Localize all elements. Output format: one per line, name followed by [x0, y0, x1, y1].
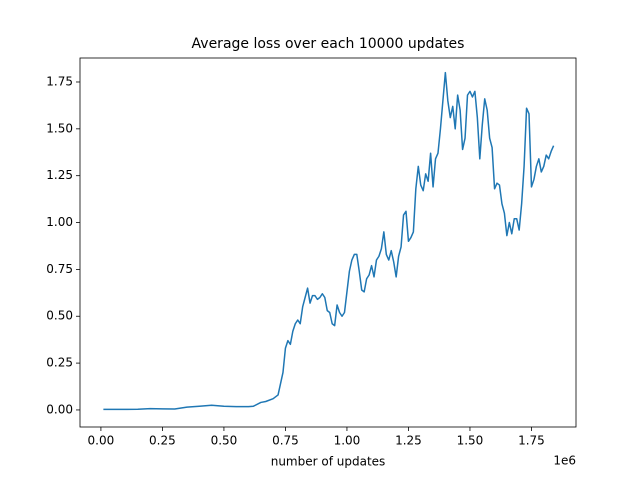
- y-tick-label: 1.75: [46, 74, 73, 88]
- x-tick-label: 1.00: [334, 434, 361, 448]
- y-tick-label: 1.00: [46, 215, 73, 229]
- x-axis-label: number of updates: [271, 455, 386, 469]
- y-tick-label: 0.25: [46, 356, 73, 370]
- x-tick-label: 1.75: [518, 434, 545, 448]
- x-tick-label: 1.50: [457, 434, 484, 448]
- x-tick-label: 0.50: [211, 434, 238, 448]
- x-tick-label: 1.25: [395, 434, 422, 448]
- data-line: [103, 71, 555, 411]
- chart-title: Average loss over each 10000 updates: [192, 36, 465, 52]
- x-tick-label: 0.75: [272, 434, 299, 448]
- y-tick-label: 0.75: [46, 262, 73, 276]
- y-tick-label: 1.50: [46, 121, 73, 135]
- x-offset-label: 1e6: [553, 454, 576, 468]
- y-tick-label: 0.50: [46, 309, 73, 323]
- y-tick-label: 1.25: [46, 168, 73, 182]
- plot-frame: [79, 57, 577, 428]
- x-tick-label: 0.00: [88, 434, 115, 448]
- y-tick-label: 0.00: [46, 402, 73, 416]
- x-tick-label: 0.25: [149, 434, 176, 448]
